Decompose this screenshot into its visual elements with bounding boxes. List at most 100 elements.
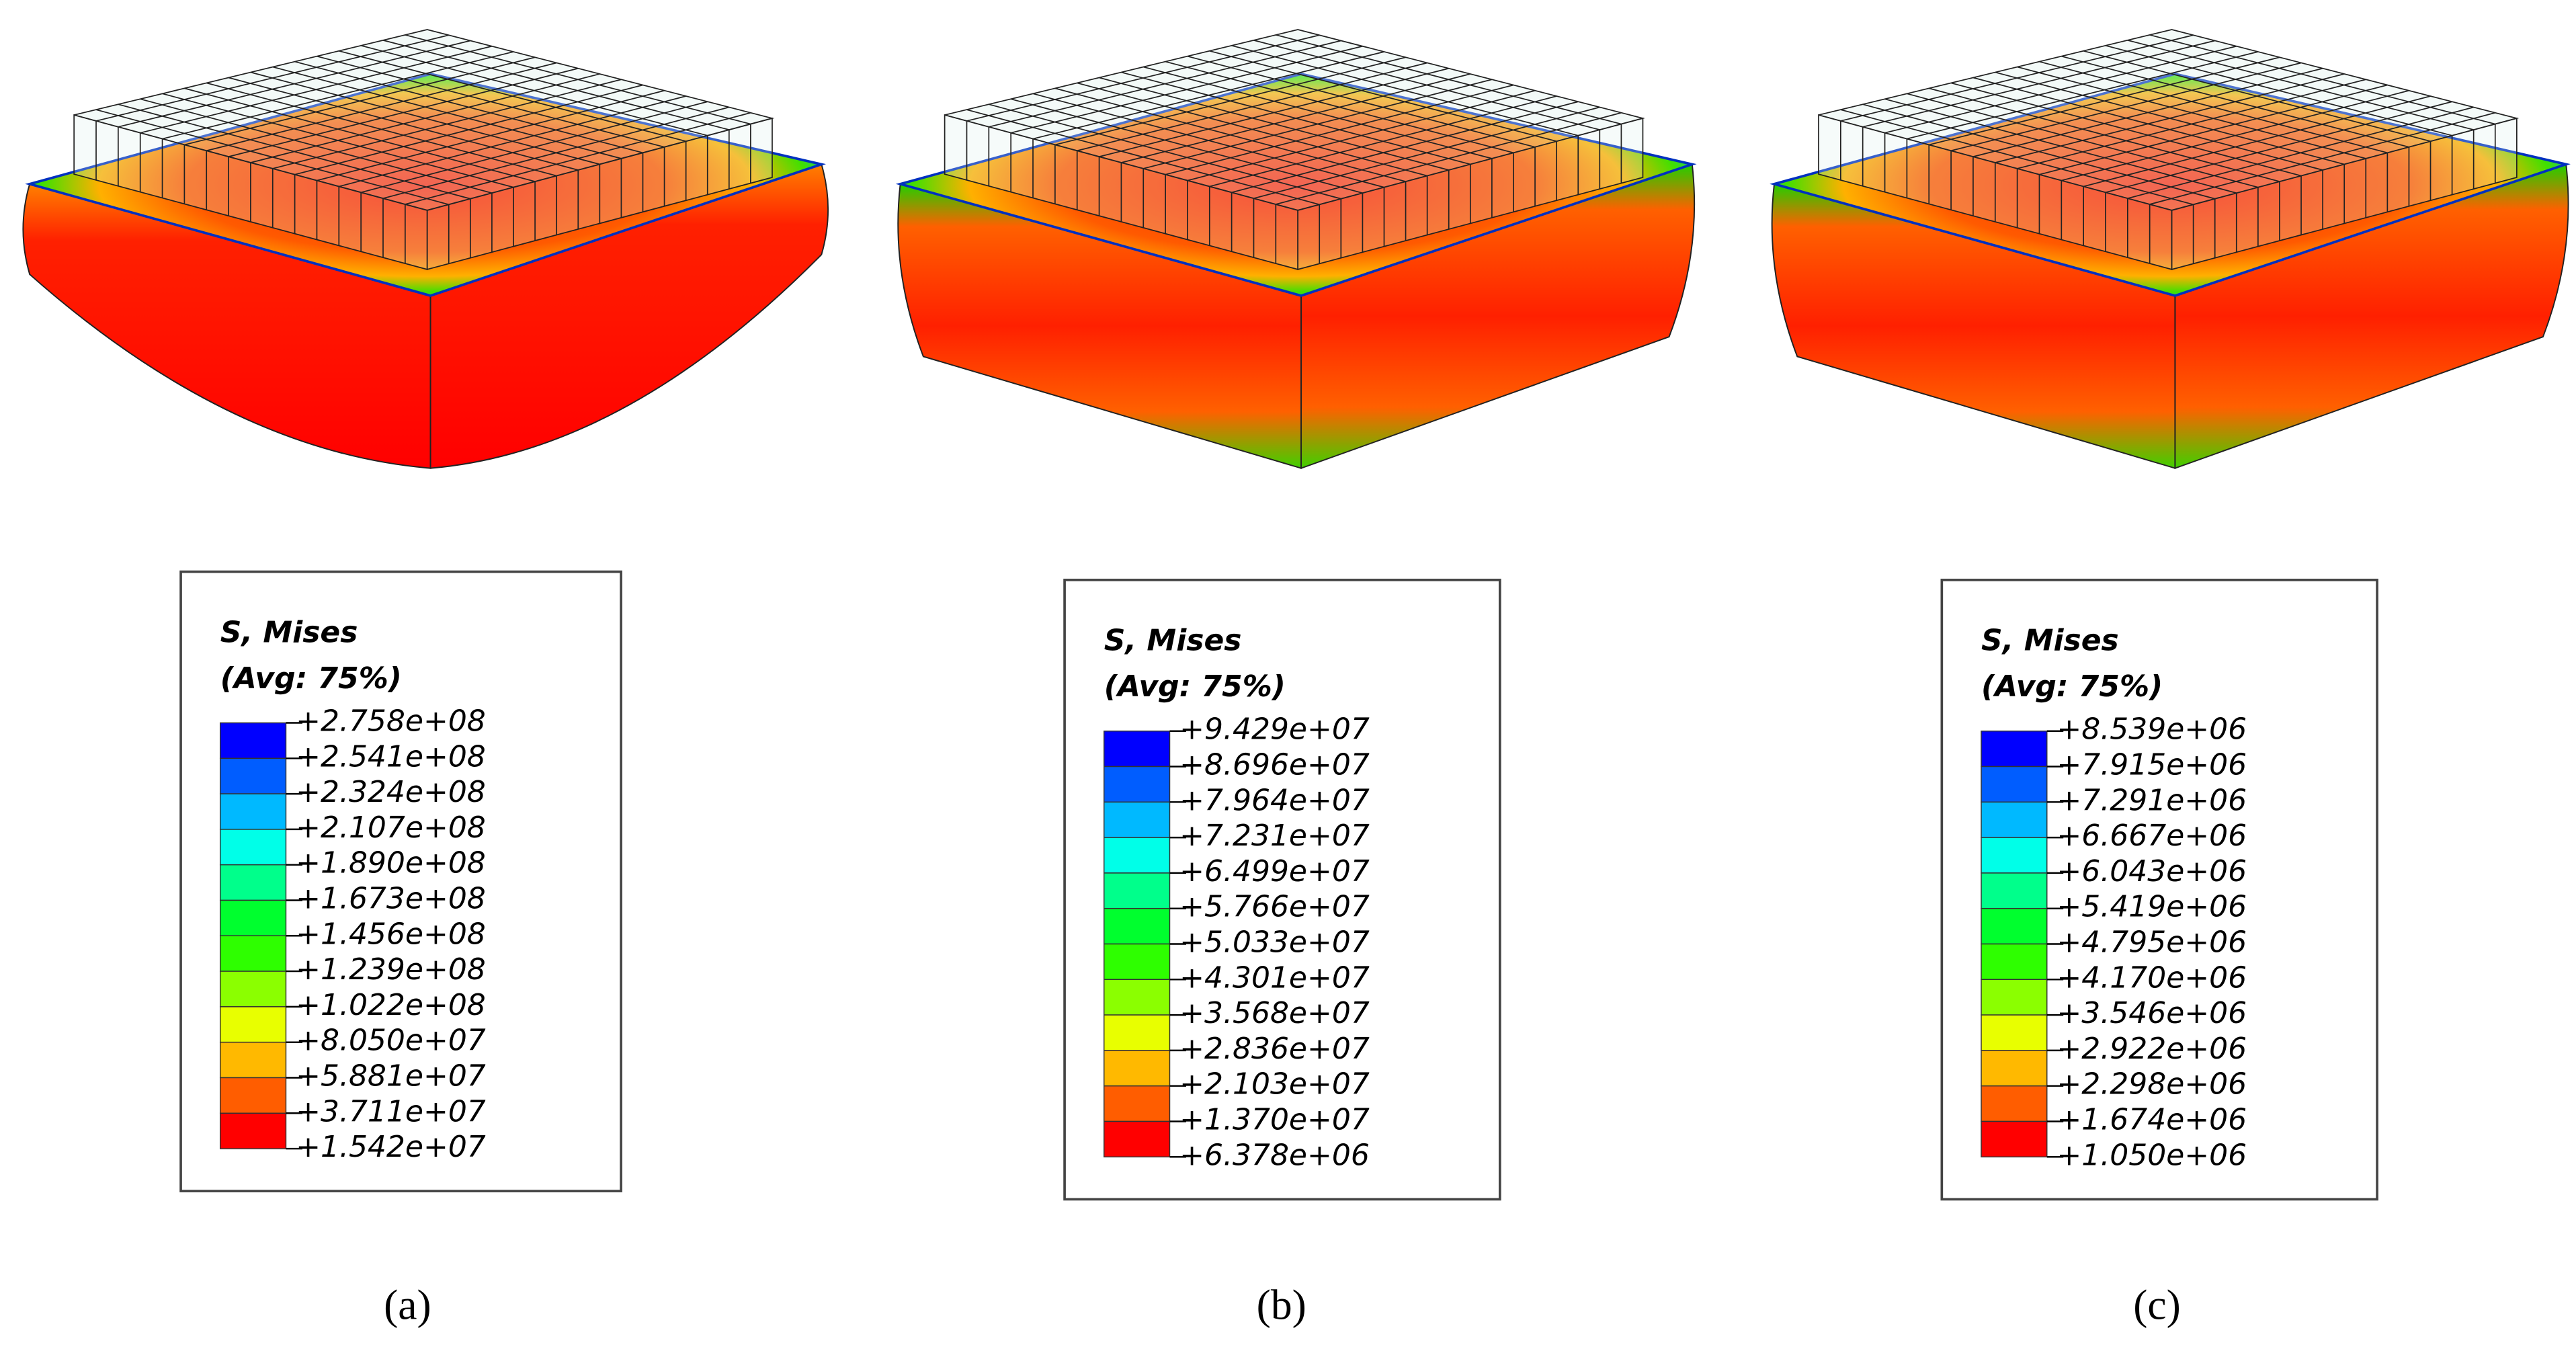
cage bbox=[1818, 29, 2520, 270]
block-side bbox=[429, 163, 829, 469]
cage-line bbox=[360, 45, 708, 136]
block-top bbox=[1770, 73, 2571, 297]
legend-label: +5.881e+07 bbox=[296, 1059, 486, 1093]
cage-line bbox=[2039, 84, 2388, 175]
legend-band bbox=[219, 971, 287, 1008]
legend-band bbox=[1104, 1014, 1171, 1051]
legend-band bbox=[219, 829, 287, 866]
cage-line bbox=[2061, 89, 2409, 181]
legend-band bbox=[1981, 979, 2048, 1016]
legend-label: +2.324e+08 bbox=[296, 775, 486, 809]
block-side bbox=[1300, 163, 1696, 470]
legend-title: S, Mises bbox=[1104, 624, 1242, 658]
legend-label: +2.298e+06 bbox=[2056, 1067, 2247, 1102]
legend-band bbox=[1981, 730, 2048, 768]
cage-line bbox=[1231, 45, 1579, 136]
legend-label: +4.795e+06 bbox=[2056, 926, 2247, 960]
legend-title: S, Mises bbox=[220, 616, 358, 650]
legend-label: +6.499e+07 bbox=[1179, 854, 1370, 889]
legend-label: +1.890e+08 bbox=[296, 846, 486, 880]
cage-line bbox=[339, 95, 686, 188]
block-side bbox=[2174, 163, 2569, 470]
legend-band bbox=[219, 864, 287, 901]
legend-band bbox=[1104, 837, 1171, 874]
legend-band bbox=[1104, 943, 1171, 981]
cage-line bbox=[1143, 66, 1493, 159]
legend-band bbox=[1981, 1050, 2048, 1087]
cage-line bbox=[1187, 55, 1536, 148]
cage-line bbox=[294, 84, 643, 175]
caption: (b) bbox=[1257, 1281, 1306, 1329]
cage-line bbox=[2127, 106, 2474, 199]
legend-label: +2.758e+08 bbox=[296, 704, 486, 738]
legend-band bbox=[219, 793, 287, 830]
caption: (a) bbox=[384, 1281, 431, 1329]
legend-label: +1.050e+06 bbox=[2056, 1138, 2247, 1172]
legend-band bbox=[1981, 837, 2048, 874]
legend-label: +2.922e+06 bbox=[2056, 1032, 2247, 1066]
legend-label: +3.568e+07 bbox=[1179, 996, 1370, 1030]
cage-line bbox=[2149, 34, 2495, 125]
cage-line bbox=[382, 106, 730, 199]
cage-line bbox=[2083, 50, 2431, 142]
legend-band bbox=[219, 1041, 287, 1079]
legend-label: +9.429e+07 bbox=[1179, 712, 1370, 747]
legend-band bbox=[1981, 801, 2048, 838]
cage-line bbox=[1276, 112, 1622, 205]
legend-label: +1.022e+08 bbox=[296, 988, 486, 1022]
cage-line bbox=[1209, 50, 1557, 142]
legend-label: +3.711e+07 bbox=[296, 1094, 486, 1128]
cage-line bbox=[1209, 95, 1557, 188]
block-side bbox=[897, 183, 1302, 469]
legend-band bbox=[1104, 730, 1171, 768]
legend-label: +6.378e+06 bbox=[1179, 1138, 1370, 1172]
cage-line bbox=[1187, 89, 1536, 181]
block-top bbox=[25, 73, 827, 297]
legend-label: +6.043e+06 bbox=[2056, 854, 2247, 889]
cage-line bbox=[272, 66, 622, 159]
cage-line bbox=[2061, 55, 2409, 148]
caption: (c) bbox=[2133, 1281, 2181, 1329]
legend-band bbox=[219, 935, 287, 972]
legend-label: +4.301e+07 bbox=[1179, 960, 1370, 995]
cage-line bbox=[1276, 34, 1622, 125]
cage-line bbox=[2105, 101, 2452, 194]
legend-label: +7.231e+07 bbox=[1179, 819, 1370, 853]
cage-line bbox=[2105, 45, 2452, 136]
cage-line bbox=[1253, 106, 1600, 199]
cage-line bbox=[1165, 60, 1514, 154]
legend-band bbox=[1981, 1014, 2048, 1051]
legend-band bbox=[1981, 872, 2048, 909]
legend-band bbox=[1981, 1085, 2048, 1122]
cage-line bbox=[2017, 66, 2366, 159]
legend-band bbox=[219, 899, 287, 937]
legend-title: S, Mises bbox=[1981, 624, 2119, 658]
cage-line bbox=[360, 101, 708, 194]
legend-band bbox=[1104, 1120, 1171, 1158]
legend-label: +1.370e+07 bbox=[1179, 1102, 1370, 1137]
cage bbox=[944, 29, 1645, 270]
legend-band bbox=[1981, 943, 2048, 981]
legend-band bbox=[219, 757, 287, 794]
cage-line bbox=[1165, 84, 1514, 175]
cage-line bbox=[2127, 40, 2474, 130]
legend-subtitle: (Avg: 75%) bbox=[1981, 669, 2163, 704]
legend-label: +8.696e+07 bbox=[1179, 748, 1370, 782]
block-side bbox=[1771, 183, 2176, 469]
legend-band bbox=[219, 722, 287, 759]
legend-subtitle: (Avg: 75%) bbox=[1104, 669, 1286, 704]
cage-line bbox=[294, 60, 643, 154]
legend-label: +7.915e+06 bbox=[2056, 748, 2247, 782]
cage-line bbox=[317, 55, 665, 148]
legend-subtitle: (Avg: 75%) bbox=[220, 661, 402, 696]
cage-line bbox=[2149, 112, 2495, 205]
legend-label: +2.107e+08 bbox=[296, 811, 486, 845]
legend-label: +1.674e+06 bbox=[2056, 1102, 2247, 1137]
panel: S, Mises (Avg: 75%) +8.539e+06+7.915e+06+7… bbox=[1770, 29, 2571, 1329]
block-top bbox=[895, 73, 1697, 297]
legend-label: +5.033e+07 bbox=[1179, 926, 1370, 960]
legend-band bbox=[219, 1077, 287, 1114]
legend-band bbox=[1104, 907, 1171, 945]
legend-band bbox=[1104, 979, 1171, 1016]
